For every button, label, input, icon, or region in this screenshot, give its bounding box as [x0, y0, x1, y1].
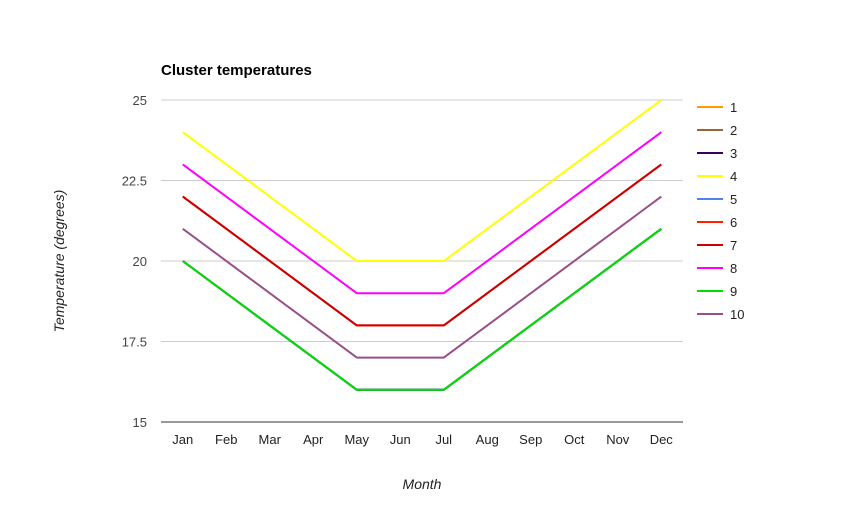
y-axis-label: Temperature (degrees)	[51, 190, 67, 333]
legend-item-10[interactable]: 10	[697, 307, 744, 322]
series-line-1[interactable]	[182, 227, 662, 391]
x-tick-label: Mar	[259, 432, 282, 447]
x-axis-label: Month	[403, 476, 442, 492]
series-line-6[interactable]	[182, 163, 662, 327]
series-line-10[interactable]	[182, 195, 662, 359]
series-line-9[interactable]	[182, 227, 662, 391]
x-tick-label: Jan	[172, 432, 193, 447]
series-line-2[interactable]	[182, 227, 662, 391]
legend-label: 6	[730, 215, 737, 230]
series-line-4[interactable]	[182, 99, 662, 262]
legend-item-5[interactable]: 5	[697, 192, 737, 207]
legend-item-6[interactable]: 6	[697, 215, 737, 230]
x-tick-label: Aug	[476, 432, 499, 447]
y-tick-label: 22.5	[122, 174, 147, 189]
series-line-8[interactable]	[182, 131, 662, 295]
series-line-5[interactable]	[182, 227, 662, 391]
series-line-7[interactable]	[182, 163, 662, 327]
legend-item-2[interactable]: 2	[697, 123, 737, 138]
legend-label: 9	[730, 284, 737, 299]
series-lines	[182, 99, 662, 391]
legend-item-7[interactable]: 7	[697, 238, 737, 253]
x-tick-label: Jul	[435, 432, 452, 447]
legend-label: 8	[730, 261, 737, 276]
x-tick-label: Nov	[606, 432, 630, 447]
x-tick-label: Oct	[564, 432, 585, 447]
legend-label: 5	[730, 192, 737, 207]
x-tick-label: Apr	[303, 432, 324, 447]
y-tick-label: 17.5	[122, 335, 147, 350]
x-axis-ticks: Jan Feb Mar Apr May Jun Jul Aug Sep Oct Nov Dec	[172, 432, 673, 447]
legend-label: 2	[730, 123, 737, 138]
legend-label: 4	[730, 169, 737, 184]
legend-item-4[interactable]: 4	[697, 169, 737, 184]
x-tick-label: Feb	[215, 432, 237, 447]
x-tick-label: May	[344, 432, 369, 447]
legend-item-9[interactable]: 9	[697, 284, 737, 299]
x-tick-label: Dec	[650, 432, 674, 447]
legend[interactable]: 1 2 3 4 5 6 7 8 9 10	[697, 100, 744, 322]
legend-item-1[interactable]: 1	[697, 100, 737, 115]
chart-title: Cluster temperatures	[161, 62, 312, 79]
y-axis-ticks: 15 17.5 20 22.5 25	[122, 93, 147, 430]
y-tick-label: 15	[133, 415, 147, 430]
legend-item-8[interactable]: 8	[697, 261, 737, 276]
x-tick-label: Jun	[390, 432, 411, 447]
legend-label: 10	[730, 307, 744, 322]
series-line-3[interactable]	[182, 227, 662, 391]
legend-label: 1	[730, 100, 737, 115]
y-tick-label: 25	[133, 93, 147, 108]
legend-label: 7	[730, 238, 737, 253]
legend-item-3[interactable]: 3	[697, 146, 737, 161]
x-tick-label: Sep	[519, 432, 542, 447]
y-tick-label: 20	[133, 254, 147, 269]
legend-label: 3	[730, 146, 737, 161]
